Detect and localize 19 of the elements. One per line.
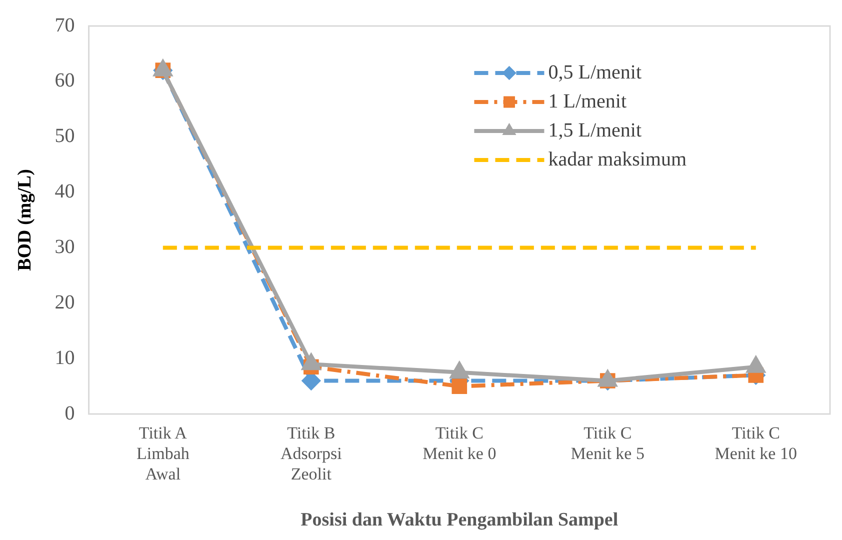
x-tick-label: Titik A Limbah Awal — [136, 424, 190, 484]
y-axis-title: BOD (mg/L) — [14, 169, 36, 271]
y-tick-label: 50 — [54, 125, 75, 148]
y-tick-label: 30 — [54, 236, 75, 258]
legend-label: 1 L/menit — [548, 90, 627, 112]
x-tick-label: Titik C Menit ke 0 — [422, 424, 496, 464]
x-tick-label: Titik C Menit ke 10 — [714, 424, 797, 464]
y-tick-label: 0 — [64, 402, 75, 424]
legend-label: 1,5 L/menit — [548, 119, 642, 142]
y-tick-label: 40 — [54, 180, 75, 203]
y-tick-label: 70 — [54, 14, 75, 36]
x-axis-title: Posisi dan Waktu Pengambilan Sampel — [300, 510, 618, 531]
x-tick-label: Titik B Adsorpsi Zeolit — [280, 424, 342, 484]
y-tick-label: 20 — [54, 291, 75, 314]
y-tick-label: 60 — [54, 70, 75, 92]
legend-label: kadar maksimum — [548, 148, 687, 170]
legend-label: 0,5 L/menit — [548, 61, 642, 84]
y-tick-label: 10 — [54, 346, 75, 369]
x-tick-label: Titik C Menit ke 5 — [570, 424, 644, 464]
